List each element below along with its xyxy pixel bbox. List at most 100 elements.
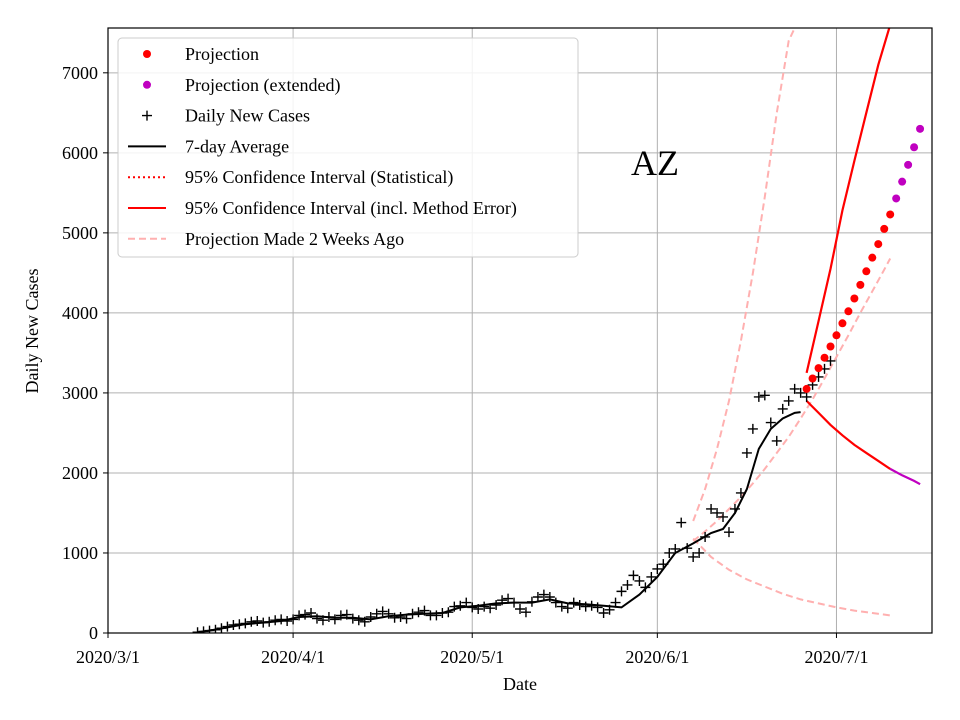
daily-case-marker — [688, 551, 699, 562]
projection-point — [820, 353, 829, 362]
daily-case-marker — [317, 615, 328, 626]
projection-point — [886, 210, 895, 219]
daily-case-marker — [401, 613, 412, 624]
projection-point — [826, 342, 835, 351]
legend-label: 95% Confidence Interval (Statistical) — [185, 167, 453, 188]
legend-handle-projection_ext — [143, 80, 151, 89]
daily-case-marker — [228, 619, 239, 630]
daily-case-marker — [443, 607, 454, 618]
daily-case-marker — [353, 615, 364, 626]
projection-point — [844, 307, 853, 316]
daily-case-marker — [485, 603, 496, 614]
ci-lower-extended-line — [889, 467, 921, 486]
daily-case-marker — [288, 614, 299, 625]
projection-point — [880, 224, 889, 233]
daily-case-marker — [783, 395, 794, 406]
x-tick-label: 2020/4/1 — [261, 647, 325, 667]
daily-case-marker — [300, 609, 311, 620]
ci-upper-line — [805, 28, 891, 374]
daily-case-marker — [747, 423, 758, 434]
daily-case-marker — [694, 547, 705, 558]
daily-case-marker — [306, 607, 317, 618]
daily-case-marker — [479, 601, 490, 612]
daily-case-marker — [258, 617, 269, 628]
daily-case-marker — [682, 543, 693, 554]
proj-2wk-lower-line — [692, 537, 891, 617]
daily-case-marker — [526, 596, 537, 607]
daily-case-marker — [670, 543, 681, 554]
x-axis-label: Date — [503, 674, 537, 694]
daily-case-marker — [658, 559, 669, 570]
daily-case-marker — [491, 599, 502, 610]
projection-point — [832, 331, 841, 340]
legend-label: Projection Made 2 Weeks Ago — [185, 229, 404, 249]
daily-case-marker — [700, 531, 711, 542]
legend-handle-projection — [143, 50, 151, 58]
daily-case-marker — [795, 387, 806, 398]
projection-extended-point — [916, 124, 925, 133]
proj-2wk-upper-line — [692, 28, 796, 522]
daily-case-marker — [246, 616, 257, 627]
x-tick-label: 2020/3/1 — [76, 647, 140, 667]
daily-case-marker — [383, 608, 394, 619]
daily-case-marker — [294, 610, 305, 621]
daily-case-marker — [604, 604, 615, 615]
daily-case-marker — [741, 447, 752, 458]
daily-case-marker — [664, 547, 675, 558]
daily-case-marker — [765, 417, 776, 428]
daily-case-marker — [532, 591, 543, 602]
daily-case-marker — [598, 607, 609, 618]
y-tick-label: 5000 — [62, 223, 98, 243]
daily-case-marker — [252, 615, 263, 626]
daily-case-marker — [407, 608, 418, 619]
y-tick-label: 7000 — [62, 63, 98, 83]
daily-case-marker — [270, 615, 281, 626]
y-axis-label: Daily New Cases — [22, 269, 42, 394]
daily-case-marker — [538, 589, 549, 600]
daily-case-marker — [473, 603, 484, 614]
daily-case-marker — [592, 602, 603, 613]
projection-point — [814, 364, 823, 373]
legend-label: Projection (extended) — [185, 75, 340, 96]
daily-case-marker — [341, 609, 352, 620]
daily-case-marker — [204, 625, 215, 633]
daily-case-marker — [825, 355, 836, 366]
daily-case-marker — [467, 602, 478, 613]
daily-case-marker — [586, 600, 597, 611]
daily-case-marker — [216, 623, 227, 633]
proj-2wk-center-line — [692, 258, 892, 542]
daily-case-marker — [365, 611, 376, 622]
daily-case-marker — [234, 619, 245, 630]
daily-case-marker — [789, 383, 800, 394]
x-tick-label: 2020/6/1 — [625, 647, 689, 667]
y-tick-label: 4000 — [62, 303, 98, 323]
legend: Projection Projection (extended) Daily New… — [117, 37, 579, 258]
daily-case-marker — [735, 487, 746, 498]
plot-series — [192, 28, 925, 633]
daily-case-marker — [377, 606, 388, 617]
projection-point — [802, 384, 811, 393]
daily-case-marker — [282, 615, 293, 626]
legend-label: 7-day Average — [185, 136, 289, 156]
daily-case-marker — [389, 612, 400, 623]
y-tick-label: 6000 — [62, 143, 98, 163]
daily-case-marker — [574, 599, 585, 610]
projection-point — [862, 267, 871, 276]
y-tick-label: 3000 — [62, 383, 98, 403]
daily-case-marker — [771, 435, 782, 446]
daily-case-marker — [461, 597, 472, 608]
daily-case-marker — [192, 627, 203, 633]
projection-extended-point — [892, 194, 901, 203]
daily-case-marker — [413, 607, 424, 618]
daily-case-marker — [503, 593, 514, 604]
daily-case-marker — [329, 614, 340, 625]
y-tick-label: 2000 — [62, 463, 98, 483]
daily-case-marker — [616, 586, 627, 597]
daily-case-marker — [610, 597, 621, 608]
projection-extended-point — [898, 177, 907, 186]
projection-extended-point — [910, 143, 919, 152]
daily-case-marker — [580, 601, 591, 612]
plot-data — [192, 28, 925, 633]
legend-handle-daily — [142, 110, 152, 121]
